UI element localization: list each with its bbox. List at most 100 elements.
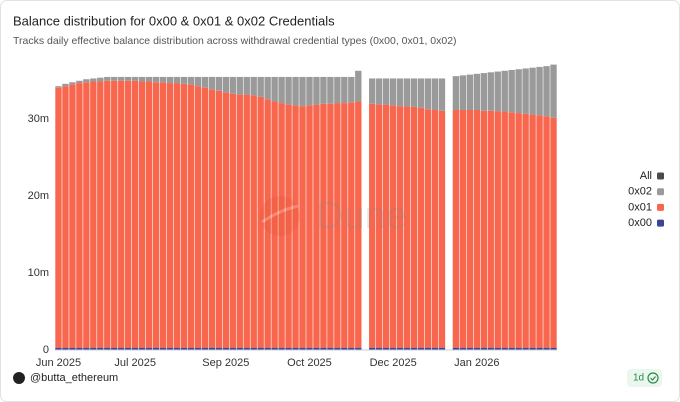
bar-segment [369,347,376,350]
bar-segment [173,83,181,348]
bar-segment [501,347,508,350]
bar-segment [145,81,153,348]
bar-segment [494,111,501,348]
bar-segment [515,113,522,348]
bar-segment [250,95,257,348]
bar-segment [522,68,529,114]
bar-segment [529,347,536,350]
bar-segment [382,78,390,105]
bar-segment [494,347,501,350]
bar-segment [278,347,285,350]
bar-segment [480,347,487,350]
bar-segment [104,80,111,348]
bar-segment [459,347,467,350]
bar-segment [152,82,160,348]
legend-swatch [657,188,664,196]
bar-segment [125,80,132,348]
bar-segment [508,347,515,350]
bar-segment [257,347,264,350]
bar-segment [264,76,271,100]
bar-segment [438,78,446,111]
bar-segment [104,347,111,350]
bar-segment [180,76,188,84]
y-tick-label: 10m [28,267,49,279]
x-tick-label: Dec 2025 [370,357,417,369]
bar-segment [536,347,543,350]
bar-segment [292,76,299,106]
bar-segment [501,111,508,348]
bar-segment [334,103,341,348]
bar-segment [515,347,522,350]
bar-segment [306,347,313,350]
bar-segment [452,76,460,110]
bar-segment [355,70,362,102]
bar-segment [271,76,278,102]
bar-segment [382,347,390,350]
bar-segment [348,102,355,348]
bar-segment [417,107,425,348]
bar-segment [396,347,404,350]
bar-segment [250,76,257,96]
bar-segment [118,347,125,350]
bar-segment [438,347,446,350]
bar-segment [90,81,97,348]
bar-segment [194,86,202,348]
bar-segment [125,347,132,350]
bar-segment [69,347,76,350]
avatar [13,372,25,384]
bar-segment [410,78,418,107]
bar-segment [543,66,550,117]
bar-segment [229,76,236,94]
bar-segment [264,347,271,350]
bar-segment [138,81,146,348]
bar-segment [424,78,432,110]
bar-segment [424,347,432,350]
bar-segment [417,78,425,108]
bar-segment [466,110,474,348]
x-tick-label: Sep 2025 [202,357,249,369]
bar-segment [111,76,118,81]
bar-segment [145,347,153,350]
bar-segment [389,347,397,350]
bar-segment [382,104,390,348]
bar-segment [83,347,90,350]
bar-segment [313,347,320,350]
legend-label: All [640,170,652,182]
bar-segment [131,76,139,81]
bar-segment [145,76,153,82]
bar-segment [501,70,508,112]
badge-text: 1d [633,373,644,384]
bar-segment [118,80,125,348]
bar-segment [438,110,446,348]
bar-segment [348,76,355,103]
bar-segment [111,347,118,350]
bar-segment [522,113,529,348]
bar-segment [166,347,174,350]
bar-segment [285,104,292,348]
bar-segment [97,347,104,350]
bar-segment [229,93,236,348]
bar-segment [334,347,341,350]
bar-segment [243,76,250,95]
bar-segment [459,110,467,348]
y-tick-label: 20m [28,190,49,202]
bar-segment [292,347,299,350]
bar-segment [306,76,313,106]
bar-segment [125,76,132,81]
bar-segment [138,76,146,82]
bar-segment [271,101,278,348]
bar-segment [236,347,243,350]
bar-segment [480,73,487,111]
bar-segment [403,347,411,350]
bar-segment [187,76,195,85]
x-tick-label: Jul 2025 [114,357,156,369]
bar-segment [243,347,250,350]
bar-segment [508,70,515,113]
bar-segment [348,347,355,350]
bar-segment [215,76,223,91]
bar-segment [473,110,481,348]
bar-segment [487,72,494,111]
bar-segment [166,83,174,348]
